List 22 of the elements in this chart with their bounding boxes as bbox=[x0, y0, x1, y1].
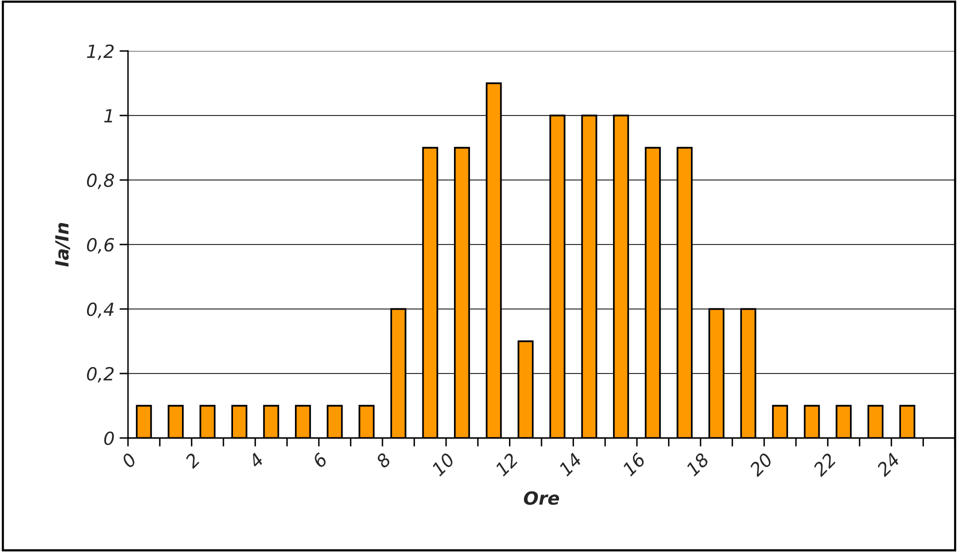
x-tick-label: 10 bbox=[430, 452, 456, 477]
x-tick-label: 14 bbox=[558, 452, 582, 477]
x-tick-label: 8 bbox=[374, 452, 392, 469]
x-tick-label: 24 bbox=[875, 452, 900, 478]
y-axis-title: Ia/In bbox=[55, 223, 70, 267]
y-tick-label: 1,2 bbox=[86, 44, 114, 60]
x-tick-label: 20 bbox=[748, 452, 774, 478]
x-tick-label: 2 bbox=[184, 452, 201, 469]
x-tick-label: 18 bbox=[685, 452, 710, 477]
y-tick-label: 0,6 bbox=[86, 238, 114, 254]
x-tick-label: 22 bbox=[812, 452, 837, 478]
x-tick-label: 12 bbox=[494, 452, 519, 477]
y-tick-label: 0,8 bbox=[86, 173, 114, 189]
x-tick-label: 4 bbox=[248, 452, 264, 469]
y-tick-label: 1 bbox=[104, 109, 112, 122]
x-tick-label: 16 bbox=[622, 452, 646, 477]
x-tick-label: 0 bbox=[120, 452, 138, 469]
y-tick-label: 0,2 bbox=[86, 366, 114, 382]
y-tick-label: 0 bbox=[104, 431, 114, 446]
y-tick-label: 0,4 bbox=[86, 302, 114, 318]
x-tick-label: 6 bbox=[312, 452, 328, 468]
x-axis-title: Ore bbox=[524, 491, 560, 505]
